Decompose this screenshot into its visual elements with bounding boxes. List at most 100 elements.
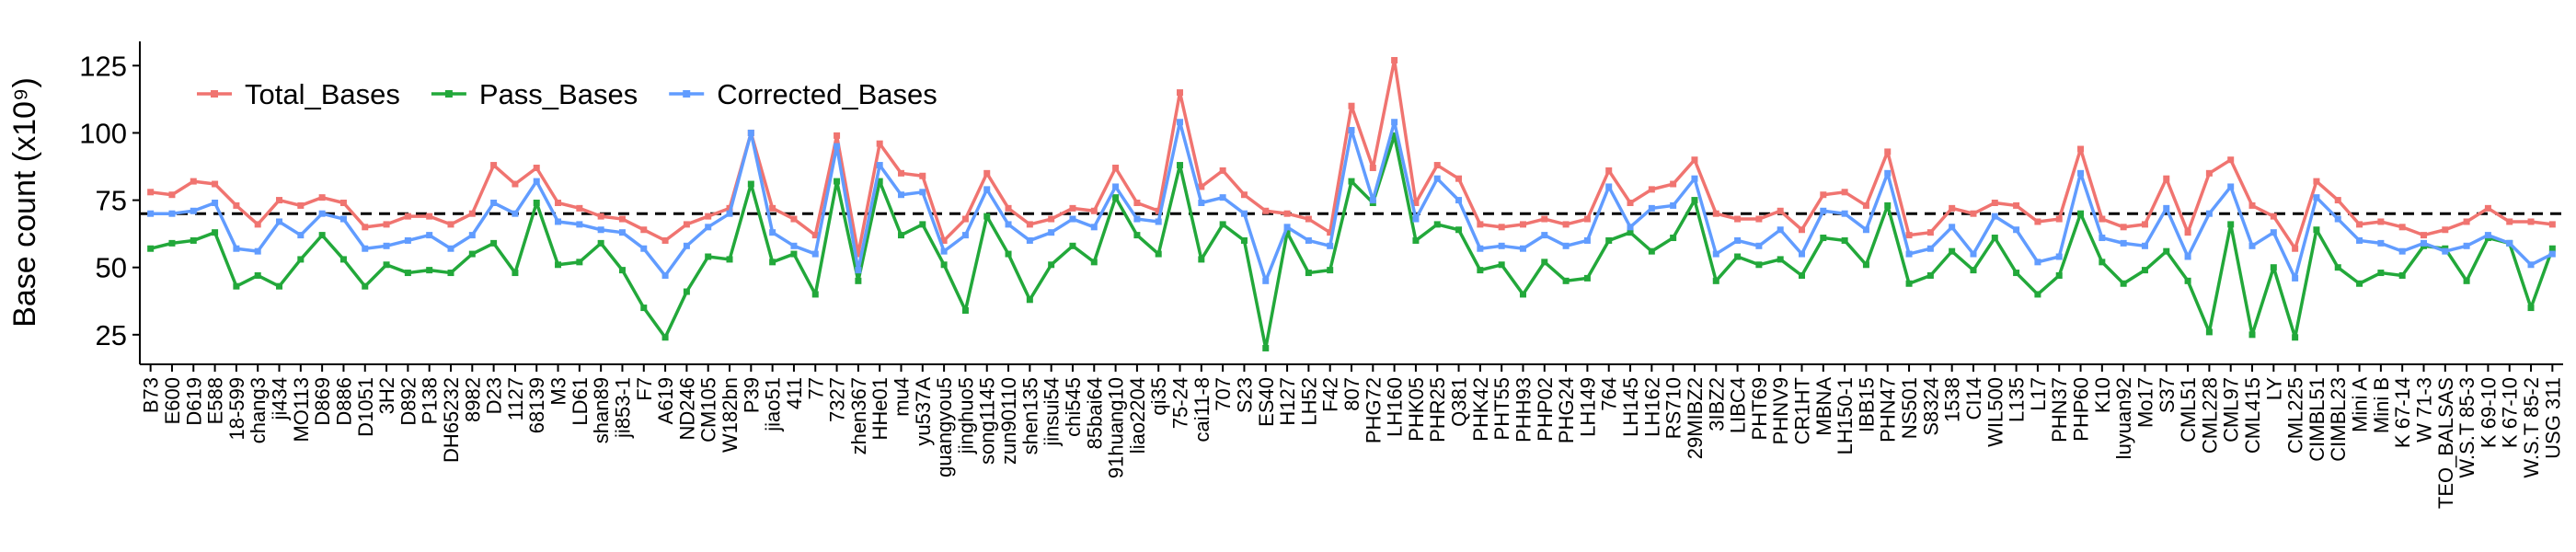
x-tick-label: song1145 (976, 377, 999, 465)
x-tick-label: Q381 (1448, 377, 1471, 427)
point (790, 242, 798, 249)
point (1905, 232, 1913, 239)
point (1949, 204, 1956, 212)
point (1519, 291, 1526, 298)
point (190, 236, 197, 244)
x-tick-label: PHR25 (1426, 377, 1449, 443)
point (318, 194, 326, 201)
point (1327, 229, 1334, 236)
point (1240, 191, 1248, 199)
point (1562, 221, 1570, 228)
point (2077, 169, 2085, 177)
x-tick-label: F42 (1319, 377, 1342, 412)
point (1926, 229, 1934, 236)
point (1327, 267, 1334, 274)
point (1133, 232, 1141, 239)
point (1583, 215, 1591, 223)
x-tick-label: 3H2 (375, 377, 398, 414)
point (1841, 236, 1848, 244)
point (2420, 232, 2427, 239)
x-tick-label: Mini A (2349, 377, 2372, 432)
point (1777, 256, 1784, 263)
point (1926, 271, 1934, 279)
point (769, 259, 776, 266)
point (1884, 169, 1892, 177)
point (555, 218, 562, 225)
x-tick-label: D619 (182, 377, 205, 426)
point (447, 221, 454, 228)
x-tick-label: CML51 (2177, 377, 2200, 443)
point (876, 178, 883, 185)
point (1519, 221, 1526, 228)
point (2313, 178, 2320, 185)
point (2120, 280, 2127, 287)
x-tick-label: LH145 (1619, 377, 1642, 437)
point (1305, 215, 1312, 223)
point (576, 259, 583, 266)
point (640, 245, 648, 252)
point (640, 305, 648, 312)
point (1048, 261, 1055, 269)
point (1841, 189, 1848, 196)
x-tick-label: CML97 (2220, 377, 2243, 443)
point (1991, 213, 1998, 220)
x-tick-label: LH162 (1640, 377, 1663, 437)
point (212, 229, 219, 236)
point (2013, 226, 2020, 234)
point (1048, 229, 1055, 236)
point (533, 200, 540, 206)
point (1177, 162, 1184, 169)
point (661, 334, 669, 341)
x-tick-label: PHN37 (2048, 377, 2071, 443)
point (983, 213, 991, 220)
point (919, 189, 926, 196)
point (726, 210, 733, 217)
point (276, 282, 283, 290)
point (490, 239, 498, 247)
point (1262, 344, 1270, 351)
point (2506, 218, 2513, 225)
point (1648, 247, 1655, 255)
x-tick-label: LH52 (1297, 377, 1320, 426)
x-tick-label: L17 (2027, 377, 2050, 411)
x-tick-label: zun90110 (997, 377, 1020, 465)
point (2205, 328, 2213, 336)
point (1691, 175, 1698, 182)
x-tick-label: 807 (1340, 377, 1363, 411)
point (383, 221, 390, 228)
point (1198, 183, 1205, 190)
point (555, 261, 562, 269)
x-tick-label: F7 (633, 377, 656, 401)
x-tick-label: D869 (311, 377, 334, 426)
point (1348, 127, 1355, 134)
y-axis-label: Base count (x10⁹) (7, 77, 42, 328)
point (834, 143, 841, 150)
point (1455, 197, 1463, 204)
point (1155, 207, 1162, 214)
x-tick-label: 7327 (826, 377, 849, 422)
point (597, 226, 604, 234)
point (1477, 267, 1484, 274)
x-tick-label: jinsui54 (1041, 377, 1064, 447)
point (1712, 250, 1719, 258)
point (1133, 200, 1141, 206)
point (1734, 215, 1742, 223)
point (2313, 194, 2320, 201)
x-tick-label: PHT69 (1748, 377, 1771, 440)
point (1734, 236, 1742, 244)
point (2356, 236, 2363, 244)
x-tick-label: 764 (1598, 377, 1621, 411)
point (1712, 277, 1719, 284)
point (2377, 270, 2385, 277)
x-tick-label: 411 (783, 377, 806, 409)
x-tick-label: ES40 (1255, 377, 1278, 427)
point (2163, 175, 2170, 182)
point (1219, 194, 1226, 201)
point (2141, 267, 2148, 274)
x-tick-label: PHK42 (1469, 377, 1492, 442)
point (705, 224, 712, 231)
point (233, 282, 240, 290)
x-tick-label: K 69-10 (2477, 377, 2500, 448)
x-tick-label: CR1HT (1791, 377, 1814, 444)
